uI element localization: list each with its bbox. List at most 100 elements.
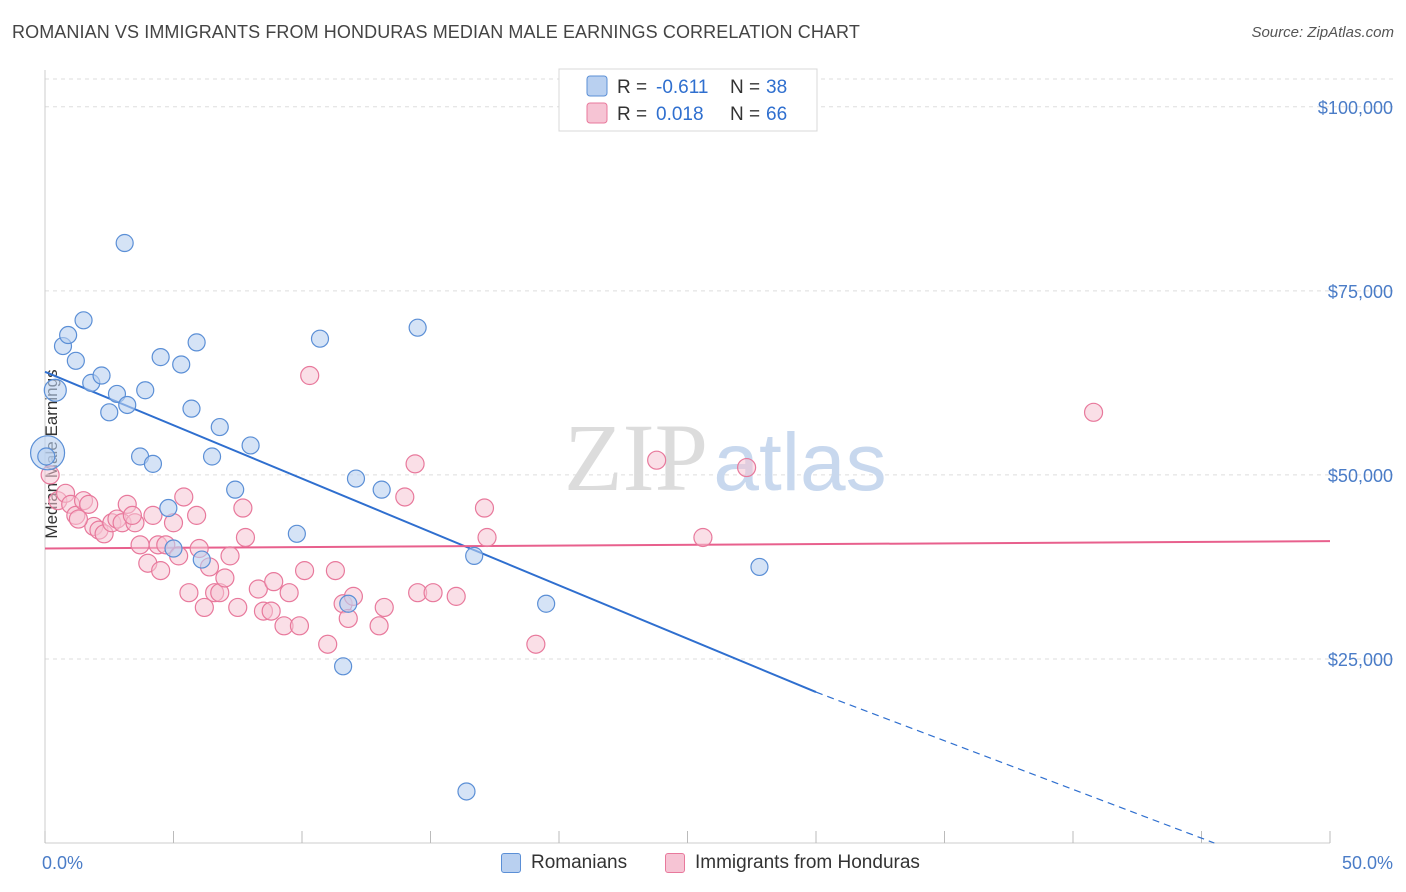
romanians-point	[92, 366, 111, 385]
x-tick-label: 0.0%	[42, 853, 83, 873]
legend-r-value-2: 0.018	[656, 104, 704, 125]
romanians-point	[74, 311, 93, 330]
romanians-point	[457, 782, 476, 801]
honduras-point	[220, 546, 240, 566]
legend-swatch-pink	[586, 102, 608, 124]
romanians-point	[310, 329, 330, 348]
romanians-point	[172, 355, 191, 374]
romanians-point	[408, 318, 427, 337]
romanians-point	[100, 403, 119, 422]
honduras-point	[423, 583, 443, 603]
legend-swatch-blue	[586, 75, 608, 97]
honduras-point	[174, 487, 194, 507]
data-points	[29, 233, 1104, 801]
honduras-point	[279, 583, 299, 603]
romanians-swatch	[501, 853, 521, 873]
romanians-point	[287, 524, 306, 543]
romanians-point	[118, 395, 137, 415]
romanians-point	[346, 469, 366, 488]
honduras-point	[264, 572, 284, 592]
honduras-point	[369, 616, 389, 636]
romanians-point	[202, 447, 222, 466]
y-tick-label: $100,000	[1318, 98, 1393, 118]
romanians-point	[143, 454, 163, 473]
watermark: ZIP atlas	[564, 404, 887, 511]
honduras-point	[151, 561, 171, 581]
legend-r-label-2: R =	[617, 104, 647, 125]
romanians-legend-label: Romanians	[531, 852, 628, 873]
honduras-point	[318, 634, 338, 654]
trend-lines	[44, 370, 1331, 844]
honduras-point	[325, 561, 346, 581]
romanians-point	[241, 436, 260, 455]
honduras-point	[122, 505, 142, 525]
honduras-point	[179, 583, 199, 603]
source-label: Source: ZipAtlas.com	[1251, 24, 1394, 41]
romanians-point	[187, 333, 206, 352]
honduras-point	[194, 597, 214, 618]
legend-n-label-1: N =	[730, 77, 760, 98]
romanians-point	[537, 594, 556, 613]
legend-r-value-1: -0.611	[656, 77, 708, 98]
honduras-point	[215, 568, 235, 588]
honduras-point	[737, 457, 757, 478]
honduras-point	[248, 579, 268, 599]
honduras-point	[79, 494, 99, 514]
honduras-swatch	[665, 853, 685, 873]
romanians-point	[136, 381, 155, 400]
legend-n-label-2: N =	[730, 104, 760, 125]
romanians-point	[115, 233, 134, 253]
y-tick-label: $50,000	[1328, 466, 1393, 486]
romanians-point	[59, 325, 78, 345]
honduras-point	[187, 505, 207, 525]
romanians-point	[37, 447, 56, 466]
honduras-point	[233, 498, 253, 518]
honduras-point	[477, 527, 497, 548]
romanians-point	[43, 378, 67, 402]
honduras-point	[235, 527, 256, 548]
honduras-point	[446, 586, 466, 606]
honduras-point	[647, 450, 667, 470]
honduras-point	[374, 597, 394, 618]
honduras-point	[405, 454, 425, 474]
romanians-point	[339, 594, 358, 613]
romanians-trend-line	[44, 370, 817, 694]
honduras-point	[228, 597, 248, 618]
honduras-point	[261, 601, 281, 621]
romanians-point	[465, 546, 484, 565]
romanians-point	[372, 480, 391, 499]
romanians-point	[334, 657, 353, 676]
honduras-point	[693, 527, 713, 548]
honduras-point	[143, 505, 163, 525]
bottom-legend-honduras: Immigrants from Honduras	[665, 852, 920, 874]
honduras-point	[294, 561, 315, 581]
romanians-point	[182, 399, 201, 418]
romanians-point	[192, 550, 211, 569]
honduras-point	[289, 616, 310, 636]
legend-n-value-1: 38	[766, 77, 787, 98]
romanians-point	[226, 480, 245, 499]
stats-legend: R = -0.611 N = 38 R = 0.018 N = 66	[558, 68, 818, 132]
honduras-point	[395, 487, 415, 507]
romanians-trend-extension	[815, 691, 1215, 844]
honduras-point	[68, 509, 89, 529]
honduras-point	[474, 498, 495, 518]
gridlines	[45, 78, 1395, 660]
y-tick-label: $75,000	[1328, 282, 1393, 302]
tick-labels: $100,000 $75,000 $50,000 $25,000 0.0% 50.0%	[42, 98, 1393, 873]
honduras-point	[526, 634, 546, 654]
bottom-legend-romanians: Romanians	[501, 852, 627, 874]
honduras-point	[130, 535, 150, 555]
watermark-zip: ZIP	[564, 404, 708, 511]
chart-title: ROMANIAN VS IMMIGRANTS FROM HONDURAS MED…	[12, 22, 860, 42]
romanians-point	[210, 417, 229, 437]
legend-r-label-1: R =	[617, 77, 647, 98]
romanians-point	[159, 498, 178, 518]
honduras-point	[300, 365, 320, 386]
y-tick-label: $25,000	[1328, 650, 1393, 670]
honduras-trend-line	[44, 540, 1331, 550]
romanians-point	[164, 539, 183, 558]
legend-n-value-2: 66	[766, 104, 787, 125]
romanians-point	[66, 351, 85, 370]
